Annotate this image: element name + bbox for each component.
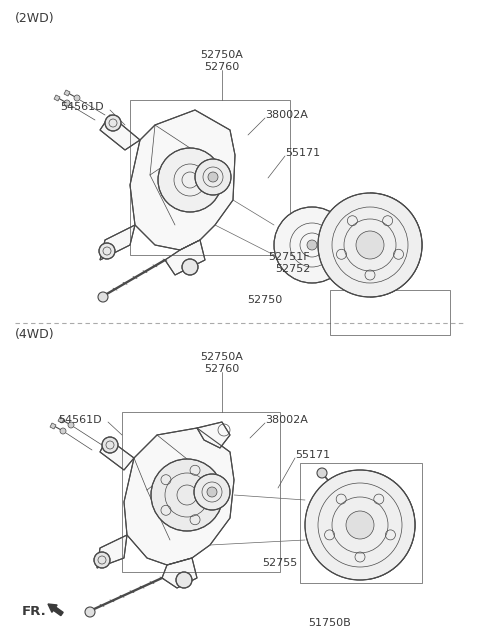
Bar	[122, 412, 280, 572]
Circle shape	[99, 243, 115, 259]
Polygon shape	[58, 417, 64, 423]
Polygon shape	[97, 535, 127, 568]
Circle shape	[318, 193, 422, 297]
Circle shape	[195, 159, 231, 195]
FancyArrow shape	[48, 604, 63, 616]
Polygon shape	[100, 115, 140, 150]
Text: 55171: 55171	[295, 450, 330, 460]
Polygon shape	[54, 95, 60, 101]
Text: 52751F: 52751F	[268, 252, 310, 262]
Text: 38002A: 38002A	[265, 415, 308, 425]
Polygon shape	[100, 225, 135, 260]
Text: (4WD): (4WD)	[15, 328, 55, 341]
Circle shape	[102, 437, 118, 453]
Text: (2WD): (2WD)	[15, 12, 55, 25]
Circle shape	[208, 172, 218, 182]
Circle shape	[94, 552, 110, 568]
Circle shape	[64, 100, 70, 106]
Bar	[130, 100, 290, 255]
Text: 52750A: 52750A	[201, 50, 243, 60]
Text: 54561D: 54561D	[60, 102, 104, 112]
Text: 52750: 52750	[247, 295, 283, 305]
Circle shape	[346, 511, 374, 539]
Circle shape	[182, 259, 198, 275]
Text: 52760: 52760	[204, 62, 240, 72]
Circle shape	[307, 240, 317, 250]
Circle shape	[274, 207, 350, 283]
Polygon shape	[130, 110, 235, 250]
Text: 52760: 52760	[204, 364, 240, 374]
Text: 51750B: 51750B	[309, 618, 351, 628]
Circle shape	[356, 231, 384, 259]
Circle shape	[317, 468, 327, 478]
Bar	[330, 290, 450, 335]
Text: 54561D: 54561D	[58, 415, 102, 425]
Text: 52750A: 52750A	[201, 352, 243, 362]
Circle shape	[158, 148, 222, 212]
Circle shape	[105, 115, 121, 131]
Circle shape	[98, 292, 108, 302]
Circle shape	[151, 459, 223, 531]
Text: 38002A: 38002A	[265, 110, 308, 120]
Circle shape	[74, 95, 80, 101]
Circle shape	[331, 249, 339, 257]
Text: 52752: 52752	[275, 264, 311, 274]
Circle shape	[207, 487, 217, 497]
Polygon shape	[124, 428, 234, 565]
Circle shape	[60, 428, 66, 434]
Polygon shape	[162, 558, 197, 588]
Circle shape	[305, 470, 415, 580]
Polygon shape	[64, 90, 70, 96]
Text: FR.: FR.	[22, 605, 47, 618]
Bar	[300, 463, 422, 583]
Circle shape	[68, 422, 74, 428]
Text: 52755: 52755	[263, 558, 298, 568]
Circle shape	[194, 474, 230, 510]
Polygon shape	[197, 422, 230, 448]
Polygon shape	[100, 438, 134, 470]
Polygon shape	[165, 240, 205, 275]
Text: 55171: 55171	[285, 148, 320, 158]
Circle shape	[85, 607, 95, 617]
Circle shape	[176, 572, 192, 588]
Polygon shape	[50, 423, 56, 429]
